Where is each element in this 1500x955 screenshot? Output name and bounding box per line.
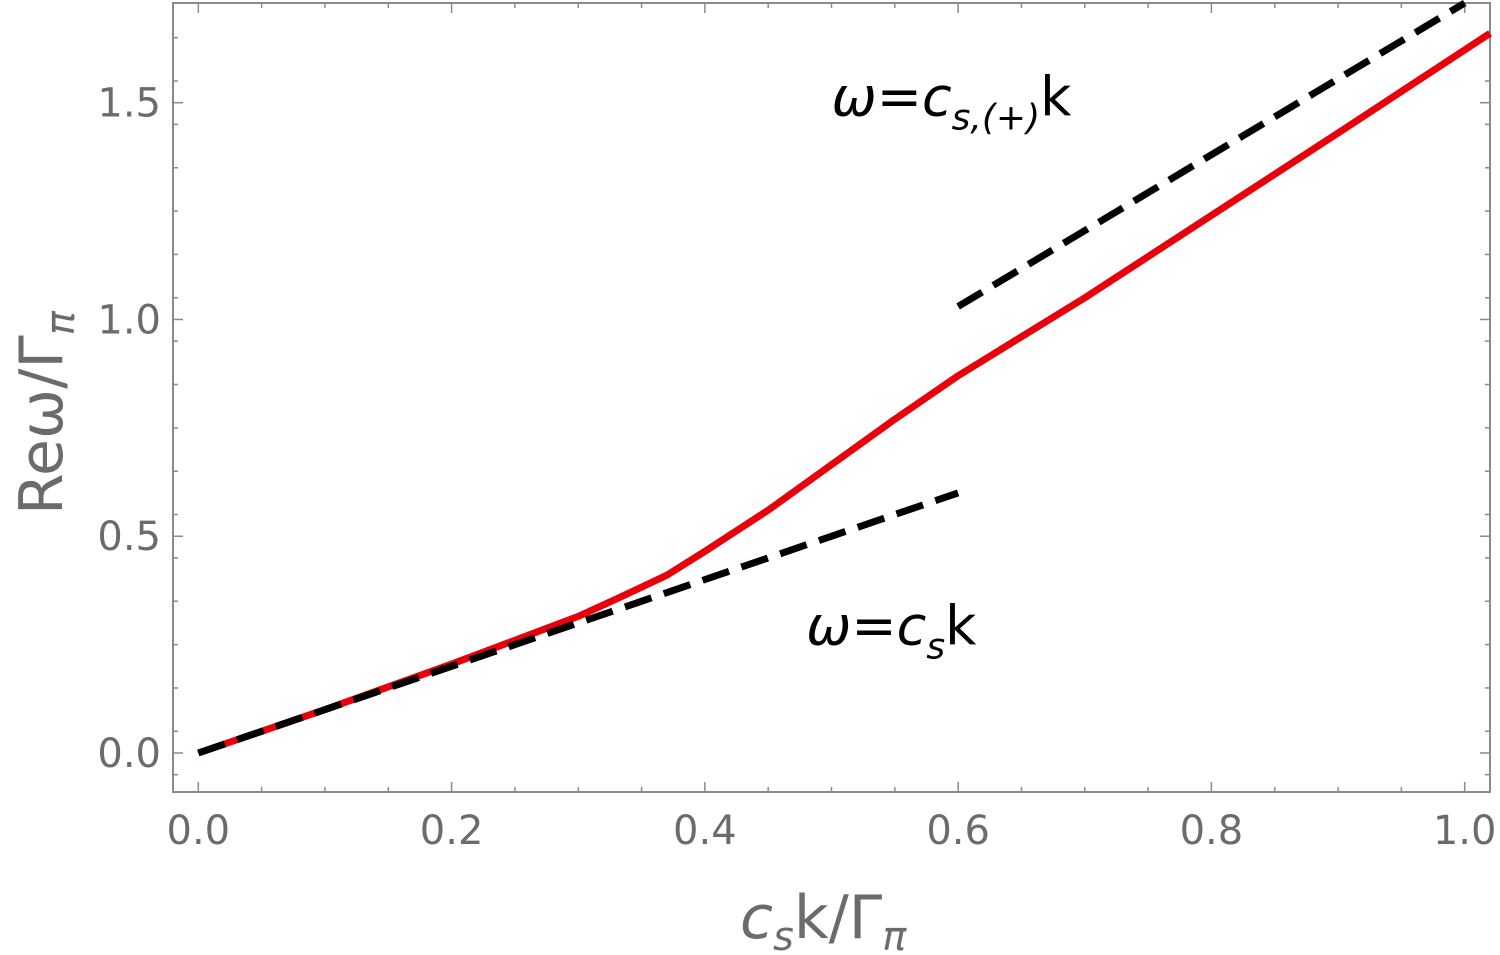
annotation-main: ω=c [806,595,926,658]
x-tick-label: 0.8 [1180,808,1244,854]
y-tick-label: 1.5 [97,81,161,127]
annotation-sub: s,(+) [952,98,1040,139]
x-tick-label: 0.2 [420,808,484,854]
x-axis-label-mid: k/Γ [794,883,883,953]
x-tick-label: 0.6 [926,808,990,854]
x-tick-label: 0.0 [167,808,231,854]
annotation-1: ω=csk [806,595,977,668]
x-axis-label-c: c [740,883,773,953]
y-axis-label-group: Reω/Γπ [7,310,84,515]
annotation-tail: k [1040,66,1072,129]
series-dashed-line-2 [956,0,1467,310]
y-axis-label-sub: π [38,310,84,335]
annotation-tail: k [945,595,977,658]
y-tick-label: 1.0 [97,297,161,343]
x-axis-label-sub2: π [882,914,907,955]
y-tick-label: 0.0 [97,731,161,777]
series-group [197,0,1492,757]
x-axis-label-sub1: s [773,914,794,955]
annotation-0: ω=cs,(+)k [832,66,1073,139]
y-axis-label: Reω/Γπ [7,310,84,515]
x-axis-label: csk/Γπ [740,883,907,955]
tick-labels: 0.0 0.2 0.4 0.6 0.8 1.0 0.0 0.5 1.0 1.5 [97,81,1496,854]
annotation-main: ω=c [832,66,952,129]
x-tick-label: 1.0 [1433,808,1497,854]
annotation-sub: s [926,627,945,668]
annotations: ω=cs,(+)kω=csk [806,66,1072,668]
y-tick-label: 0.5 [97,514,161,560]
series-dashed-line-1 [197,489,960,757]
x-tick-label: 0.4 [673,808,737,854]
y-axis-label-main: Reω/Γ [7,335,77,515]
